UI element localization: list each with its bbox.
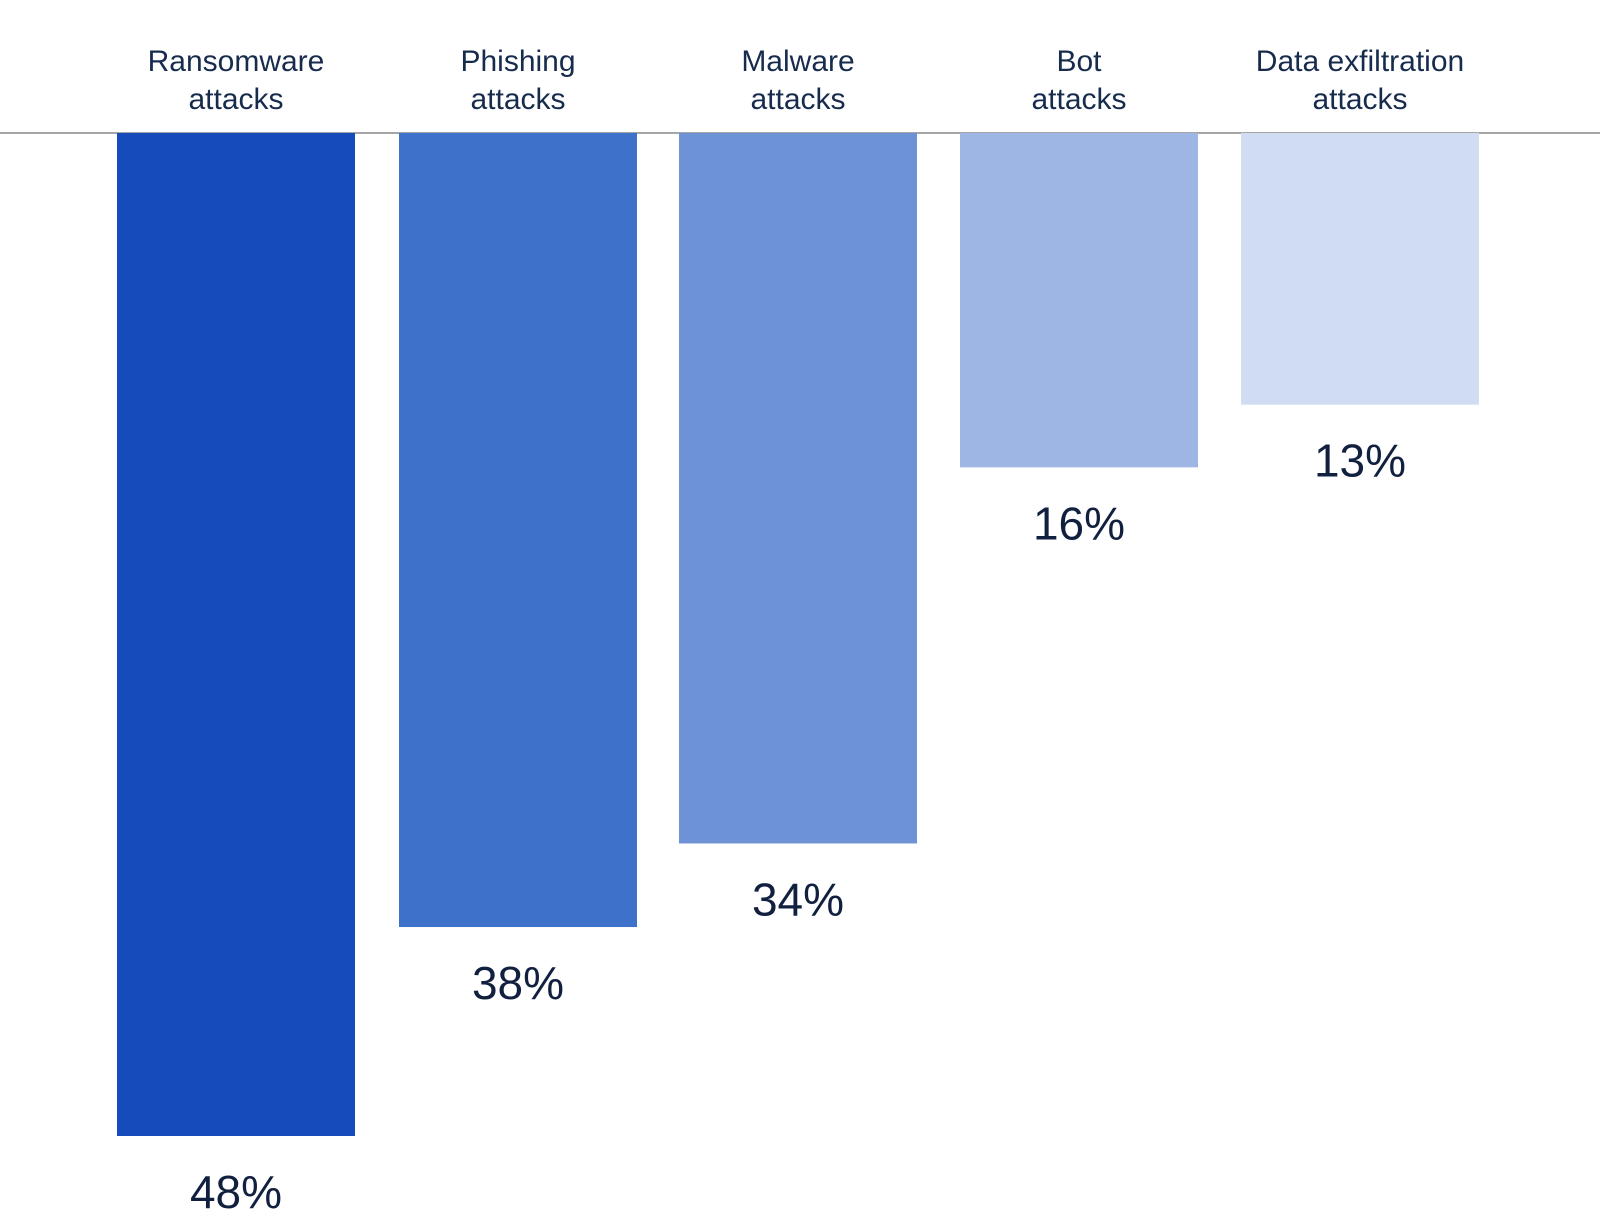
- value-label: 48%: [190, 1166, 282, 1218]
- category-label-line: Malware: [741, 45, 854, 78]
- category-label-line: attacks: [1031, 83, 1126, 116]
- value-label: 38%: [472, 957, 564, 1009]
- value-label: 13%: [1314, 435, 1406, 487]
- value-label: 34%: [752, 873, 844, 925]
- category-label-line: attacks: [1312, 83, 1407, 116]
- bar: [679, 133, 917, 844]
- category-label-line: Bot: [1056, 45, 1102, 78]
- category-label-line: attacks: [188, 83, 283, 116]
- category-label-line: Data exfiltration: [1256, 45, 1464, 78]
- category-label: Malware attacks: [741, 45, 854, 116]
- category-label-line: attacks: [750, 83, 845, 116]
- category-label-line: attacks: [470, 83, 565, 116]
- category-label: Bot attacks: [1031, 45, 1126, 116]
- bars: [117, 133, 1479, 1136]
- bar: [1241, 133, 1479, 405]
- category-labels: Ransomware attacks Phishing attacks Malware a…: [148, 45, 1465, 116]
- bar: [399, 133, 637, 928]
- category-label: Phishing attacks: [460, 45, 575, 116]
- value-label: 16%: [1033, 497, 1125, 549]
- bar: [117, 133, 355, 1136]
- value-labels: 48% 38% 34% 16% 13%: [190, 435, 1406, 1218]
- category-label: Ransomware attacks: [148, 45, 325, 116]
- category-label-line: Ransomware: [148, 45, 325, 78]
- bar: [960, 133, 1198, 468]
- category-label-line: Phishing: [460, 45, 575, 78]
- category-label: Data exfiltration attacks: [1256, 45, 1464, 116]
